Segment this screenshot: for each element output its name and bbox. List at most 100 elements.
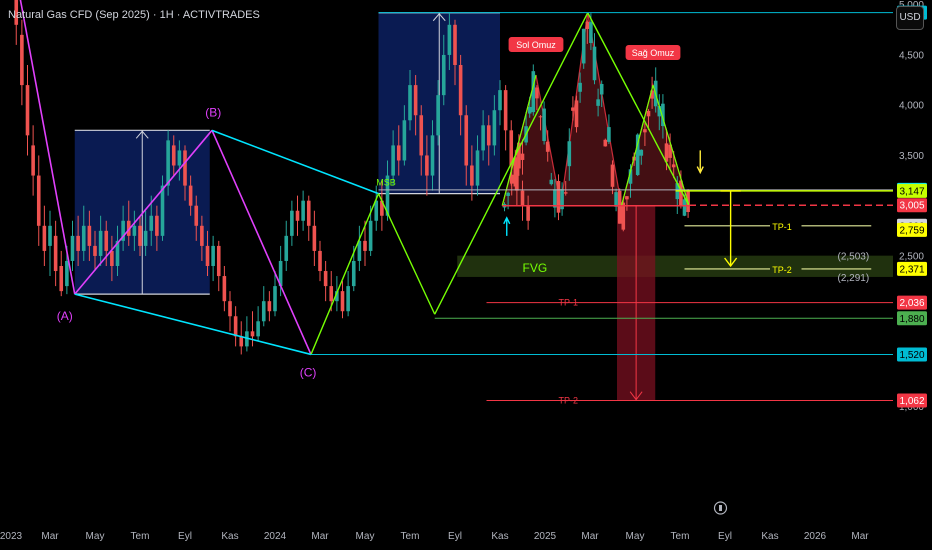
y-tick-label: 1,000 (899, 402, 924, 413)
right-shoulder-label: Sağ Omuz (632, 48, 675, 58)
candle-body (408, 85, 412, 121)
candle-body (639, 149, 644, 156)
channel-upper (211, 129, 379, 195)
price-tag: 1,880 (899, 314, 924, 325)
candle-body (87, 225, 92, 246)
candle-body (585, 21, 590, 29)
x-tick-label: Eyl (448, 531, 462, 542)
candle-body (48, 225, 52, 246)
candle-body (560, 189, 564, 210)
candle-body (81, 225, 86, 251)
y-tick-label: 3,500 (899, 151, 924, 162)
candle-body (329, 286, 334, 302)
zigzag-4 (587, 12, 690, 207)
candle-body (385, 175, 390, 216)
candle-body (531, 71, 536, 113)
x-tick-label: Kas (221, 531, 238, 542)
y-tick-label: 4,000 (899, 101, 924, 112)
candle-body (36, 175, 41, 226)
candle-body (98, 230, 103, 256)
candle-body (256, 321, 260, 337)
wave-line-1 (19, 0, 76, 295)
y-tick-label: 4,500 (899, 50, 924, 61)
candle-body (132, 225, 137, 236)
x-tick-label: Eyl (718, 531, 732, 542)
candle-body (290, 210, 294, 236)
candle-body (481, 125, 485, 151)
fvg-top-label: (2,503) (838, 252, 870, 263)
candle-body (368, 220, 373, 251)
price-tag: 2,371 (899, 264, 924, 275)
price-tag-bg (897, 198, 927, 213)
candle-body (607, 127, 611, 142)
candle-body (357, 240, 362, 261)
x-tick-label: May (626, 531, 645, 542)
candle-body (419, 115, 424, 156)
candle-body (506, 192, 510, 196)
x-tick-label: 2025 (534, 531, 557, 542)
price-tag-bg (897, 393, 927, 408)
candle-body (59, 266, 64, 292)
replay-icon[interactable] (713, 501, 728, 515)
candle-body (526, 205, 530, 221)
candle-body (110, 250, 114, 266)
candle-body (441, 54, 446, 96)
candle-body (138, 225, 142, 246)
candle-body (323, 271, 328, 287)
candle-body (126, 220, 131, 236)
candle-body (621, 202, 626, 230)
candle-body (657, 106, 662, 117)
candle-body (171, 145, 176, 166)
tp2-yellow-label: TP-2 (772, 265, 792, 275)
candle-body (155, 215, 159, 236)
candle-body (571, 107, 575, 111)
candle-body (76, 235, 80, 251)
wave-label-b: (B) (205, 105, 221, 119)
x-tick-label: Kas (491, 531, 508, 542)
candle-body (520, 190, 525, 206)
candle-body (402, 120, 407, 161)
tp1-yellow-label: TP-1 (772, 222, 792, 232)
rs-fall (652, 84, 690, 206)
candle-body (340, 291, 345, 312)
candle-body (538, 116, 543, 118)
candle-body (486, 125, 491, 146)
candle-body (301, 200, 305, 221)
price-tag: 3,005 (899, 201, 924, 212)
candle-body (578, 82, 582, 92)
x-tick-label: Mar (581, 531, 599, 542)
candle-body (306, 200, 311, 226)
wave-label-c: (C) (300, 365, 317, 379)
candle-body (628, 169, 633, 184)
target-arrowhead (629, 391, 643, 401)
candle-body (679, 180, 683, 206)
candle-body (233, 316, 238, 337)
candle-body (93, 245, 97, 256)
candle-body (527, 106, 532, 114)
candle-body (596, 99, 600, 106)
candle-body (650, 90, 654, 99)
candle-body (194, 205, 199, 226)
price-tag-bg (897, 311, 927, 326)
currency-button[interactable]: USD (896, 6, 924, 30)
wave-line-ab (74, 129, 213, 295)
x-tick-label: Tem (401, 531, 420, 542)
candle-body (661, 103, 665, 127)
candle-body (160, 185, 165, 236)
candle-body (25, 85, 30, 136)
candle-body (177, 150, 182, 166)
candle-body (374, 200, 379, 221)
candle-body (346, 286, 350, 312)
x-tick-label: May (356, 531, 375, 542)
candle-body (545, 141, 550, 152)
candle-body (664, 143, 669, 162)
price-tag: 1,062 (899, 396, 924, 407)
price-tag: 1,520 (899, 350, 924, 361)
candle-body (318, 250, 322, 272)
replay-icon-glyph (719, 505, 722, 511)
candle-body (436, 95, 440, 136)
price-tag-bg (897, 347, 927, 362)
candle-body (464, 115, 469, 166)
head-shoulders-fill (502, 12, 689, 206)
